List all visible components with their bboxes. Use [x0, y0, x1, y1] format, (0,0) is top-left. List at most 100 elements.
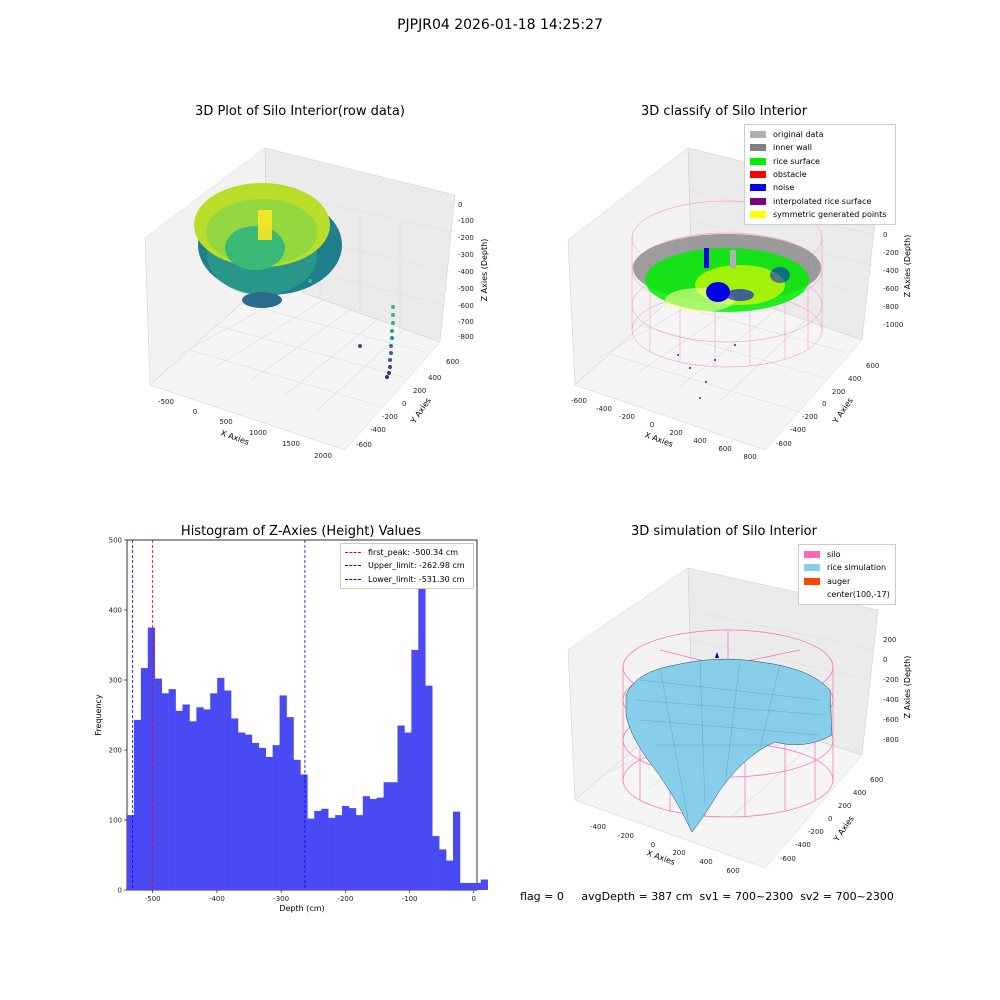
plot3-x-ticks: -500 -400 -300 -200 -100 0	[145, 890, 476, 903]
histogram-bar	[168, 689, 176, 890]
histogram-bar	[452, 811, 461, 890]
histogram-bar	[404, 732, 412, 890]
histogram-bar	[237, 732, 246, 890]
plot4-legend-item-rice: rice simulation	[804, 561, 890, 574]
plot2-legend-item-interpolated: interpolated rice surface	[750, 194, 890, 207]
svg-text:0: 0	[883, 656, 887, 664]
histogram-bar	[161, 693, 169, 890]
y-tick-label: 200	[109, 747, 122, 755]
plot3-legend-item-first-peak: first_peak: -500.34 cm	[345, 546, 469, 559]
y-tick-label: 0	[118, 887, 122, 895]
svg-text:-400: -400	[883, 267, 899, 275]
svg-text:0: 0	[828, 815, 832, 823]
histogram-bar	[182, 704, 190, 890]
svg-text:-1000: -1000	[883, 321, 903, 329]
histogram-bar	[224, 690, 232, 890]
svg-text:200: 200	[883, 636, 896, 644]
plot1-x-ticks: -500 0 500 1000 1500 2000	[158, 398, 332, 460]
svg-text:500: 500	[219, 418, 232, 426]
svg-text:0: 0	[458, 201, 462, 209]
histogram-bar	[439, 849, 447, 890]
y-tick-label: 100	[109, 817, 122, 825]
plot4-zlabel: Z Axies (Depth)	[903, 656, 912, 719]
plot4-legend-item-silo: silo	[804, 548, 890, 561]
plot3-legend: first_peak: -500.34 cm Upper_limit: -262…	[340, 543, 474, 589]
svg-text:-400: -400	[596, 405, 612, 413]
svg-text:600: 600	[870, 776, 883, 784]
histogram-bar	[321, 808, 329, 890]
plot2-x-ticks: -600 -400 -200 0 200 400 600 800	[571, 397, 757, 460]
plot4-ylabel: Y Axies	[831, 814, 856, 844]
svg-text:400: 400	[693, 437, 706, 445]
histogram-bar	[355, 815, 364, 890]
plot3-title: Histogram of Z-Axies (Height) Values	[180, 524, 422, 539]
plot4-title: 3D simulation of Silo Interior	[631, 524, 817, 539]
histogram-bar	[314, 810, 322, 890]
plot2-legend-item-original-data: original data	[750, 128, 890, 141]
svg-text:-400: -400	[370, 426, 386, 434]
svg-text:1000: 1000	[249, 429, 267, 437]
plot4-legend-item-center: center(100,-17)	[827, 590, 890, 600]
histogram-bar	[480, 879, 488, 890]
svg-text:600: 600	[446, 358, 459, 366]
histogram-bar	[425, 685, 433, 890]
plot4-z-ticks: 200 0 -200 -400 -600 -800	[883, 636, 899, 744]
svg-text:-600: -600	[571, 397, 587, 405]
histogram-bar	[133, 719, 142, 890]
histogram-bar	[418, 557, 426, 890]
plot2-legend: original data inner wall rice surface ob…	[744, 124, 896, 226]
svg-text:-200: -200	[808, 828, 824, 836]
svg-text:-400: -400	[590, 823, 606, 831]
svg-text:-600: -600	[883, 716, 899, 724]
svg-text:800: 800	[743, 453, 756, 460]
svg-text:-200: -200	[883, 249, 899, 257]
plot2-legend-item-obstacle: obstacle	[750, 168, 890, 181]
histogram-bar	[466, 883, 475, 890]
svg-text:-700: -700	[458, 318, 474, 326]
svg-text:0: 0	[883, 231, 887, 239]
histogram-bar	[175, 710, 183, 890]
svg-text:400: 400	[848, 375, 861, 383]
histogram-bar	[244, 734, 253, 890]
histogram-bar	[335, 815, 343, 890]
x-tick-label: -300	[273, 895, 289, 903]
plot3-histogram: -500 -400 -300 -200 -100 0 0 100 200 300 400 500 D…	[94, 537, 488, 913]
histogram-bar	[473, 883, 482, 890]
plot3-xlabel: Depth (cm)	[279, 904, 324, 913]
svg-text:600: 600	[718, 445, 731, 453]
histogram-bar	[279, 695, 287, 890]
svg-text:200: 200	[413, 387, 426, 395]
svg-text:0: 0	[651, 841, 655, 849]
histogram-bar	[432, 836, 440, 890]
svg-text:0: 0	[650, 421, 654, 429]
histogram-bar	[446, 860, 454, 890]
plot3-ylabel: Frequency	[94, 694, 103, 736]
svg-text:-800: -800	[883, 736, 899, 744]
svg-text:-200: -200	[802, 413, 818, 421]
histogram-bar	[258, 747, 267, 890]
plot1-z-ticks: 0 -100 -200 -300 -400 -500 -600 -700 -800	[458, 201, 474, 341]
svg-text:0: 0	[402, 400, 406, 408]
plot2-legend-item-inner-wall: inner wall	[750, 141, 890, 154]
histogram-bar	[300, 774, 308, 890]
histogram-bar	[411, 649, 419, 890]
svg-text:200: 200	[672, 849, 685, 857]
svg-text:-400: -400	[458, 268, 474, 276]
histogram-bar	[286, 717, 294, 890]
svg-text:-200: -200	[618, 832, 634, 840]
plot1-title: 3D Plot of Silo Interior(row data)	[195, 104, 405, 119]
svg-text:-600: -600	[458, 302, 474, 310]
svg-text:-600: -600	[776, 440, 792, 448]
plot4-auger-marker	[715, 652, 719, 658]
histogram-bar	[203, 709, 211, 890]
svg-text:-500: -500	[458, 285, 474, 293]
svg-text:-400: -400	[795, 841, 811, 849]
svg-text:-600: -600	[780, 855, 796, 863]
histogram-bar	[397, 725, 405, 890]
status-text: flag = 0 avgDepth = 387 cm sv1 = 700~230…	[520, 890, 894, 903]
svg-text:0: 0	[193, 408, 197, 416]
plot2-gridlines	[599, 189, 876, 413]
